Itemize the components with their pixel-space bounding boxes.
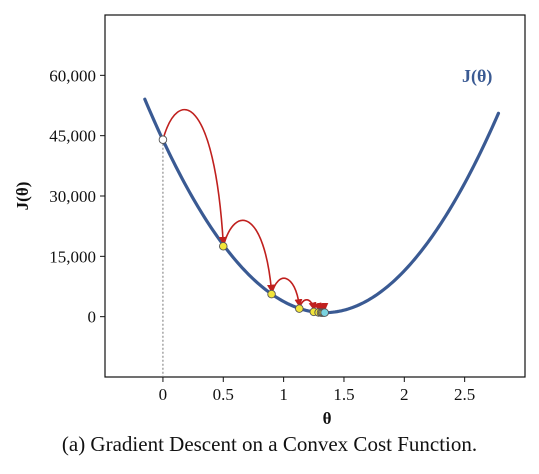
descent-step-point (158, 135, 168, 144)
y-tick-label: 45,000 (49, 127, 96, 146)
y-axis-label: J(θ) (13, 182, 32, 211)
descent-points (158, 135, 329, 317)
y-axis-ticks: 0 15,000 30,000 45,000 60,000 (49, 66, 105, 327)
y-tick-label: 0 (88, 308, 97, 327)
descent-arrow (162, 109, 227, 245)
descent-arrow (222, 219, 275, 293)
y-tick-label: 30,000 (49, 187, 96, 206)
descent-arrow (270, 277, 303, 308)
x-tick-label: 1.5 (333, 385, 354, 404)
descent-arrows (162, 109, 329, 313)
descent-step-point (320, 308, 329, 317)
x-tick-label: 1 (279, 385, 288, 404)
curve-label: J(θ) (462, 66, 492, 87)
x-tick-label: 0 (159, 385, 168, 404)
x-tick-label: 2 (400, 385, 409, 404)
x-axis-label: θ (323, 409, 332, 428)
descent-step-point (219, 242, 228, 251)
x-tick-label: 0.5 (213, 385, 234, 404)
descent-step-point (295, 304, 304, 313)
y-tick-label: 60,000 (49, 66, 96, 85)
chart: 0 0.5 1 1.5 2 2.5 0 15,000 30,000 45,000 60,000 J… (13, 14, 526, 428)
x-tick-label: 2.5 (454, 385, 475, 404)
y-tick-label: 15,000 (49, 247, 96, 266)
descent-step-point (267, 289, 276, 299)
x-axis-ticks: 0 0.5 1 1.5 2 2.5 (159, 377, 475, 404)
figure-caption: (a) Gradient Descent on a Convex Cost Fu… (61, 432, 478, 456)
cost-curve (143, 97, 501, 315)
